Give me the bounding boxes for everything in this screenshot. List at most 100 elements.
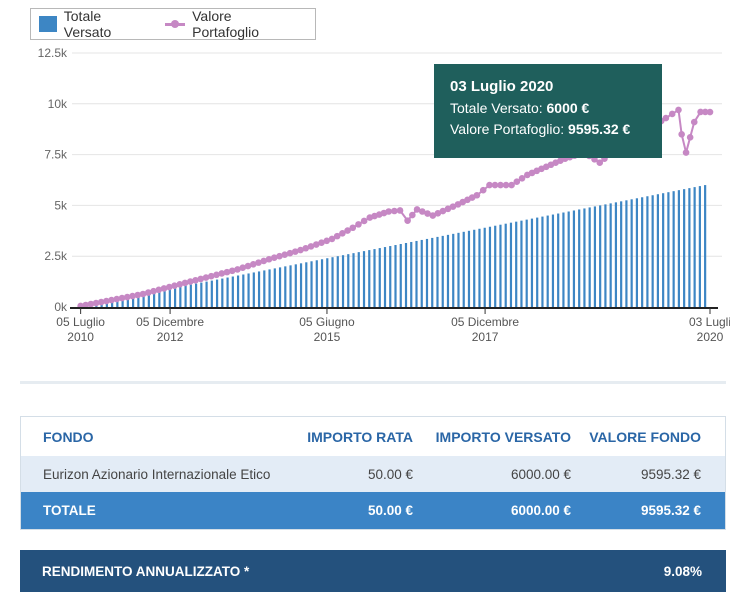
fund-table: FONDO IMPORTO RATA IMPORTO VERSATO VALOR… (20, 416, 726, 530)
point-valore-portafoglio (171, 282, 178, 289)
bar-totale-versato (226, 277, 229, 307)
bar-totale-versato (504, 223, 507, 307)
tooltip-valore-line: Valore Portafoglio: 9595.32 € (450, 119, 646, 140)
tooltip-versato-line: Totale Versato: 6000 € (450, 98, 646, 119)
bar-totale-versato (184, 285, 187, 307)
bar-totale-versato (305, 262, 308, 307)
point-valore-portafoglio (108, 296, 115, 304)
bar-totale-versato (446, 234, 450, 307)
bar-totale-versato (257, 271, 261, 307)
bar-totale-versato (509, 222, 513, 307)
bar-totale-versato (651, 195, 654, 307)
x-tick-year-label: 2015 (314, 330, 341, 344)
bar-totale-versato (683, 189, 686, 307)
x-tick-label: 03 Lugli (689, 315, 730, 329)
bar-totale-versato (341, 255, 345, 307)
bar-totale-versato (593, 206, 597, 307)
point-valore-portafoglio (486, 181, 493, 189)
bar-totale-versato (677, 190, 680, 307)
point-valore-portafoglio (92, 299, 100, 307)
point-valore-portafoglio (344, 227, 351, 234)
line-swatch-icon (165, 19, 186, 28)
bar-totale-versato (289, 265, 292, 307)
bar-totale-versato (641, 197, 644, 307)
point-valore-portafoglio (202, 274, 210, 281)
point-valore-portafoglio (706, 108, 714, 116)
bar-totale-versato (630, 199, 633, 307)
point-valore-portafoglio (281, 251, 289, 258)
legend-item-valore-portafoglio[interactable]: Valore Portafoglio (165, 8, 301, 40)
bar-totale-versato (383, 247, 387, 307)
bar-totale-versato (546, 215, 549, 307)
point-valore-portafoglio (192, 276, 199, 284)
point-valore-portafoglio (186, 278, 194, 285)
bar-totale-versato (320, 259, 324, 307)
bar-totale-versato (431, 237, 434, 307)
bar-totale-versato (478, 228, 481, 307)
bar-totale-versato (242, 274, 245, 307)
bar-totale-versato (399, 244, 402, 307)
cell-fund-name: Eurizon Azionario Internazionale Etico (43, 466, 271, 482)
bar-totale-versato (221, 278, 224, 307)
point-valore-portafoglio (118, 294, 126, 302)
x-tick-label: 05 Giugno (299, 315, 355, 329)
point-valore-portafoglio (497, 181, 504, 189)
point-valore-portafoglio (413, 206, 421, 213)
bar-totale-versato (672, 191, 675, 307)
bar-totale-versato (132, 295, 135, 307)
bar-totale-versato (378, 248, 381, 307)
bar-totale-versato (599, 205, 602, 307)
bar-totale-versato (111, 299, 114, 307)
point-valore-portafoglio (103, 297, 110, 305)
chart-legend: Totale Versato Valore Portafoglio (30, 8, 316, 40)
bar-totale-versato (420, 239, 423, 307)
point-valore-portafoglio (207, 272, 215, 280)
point-valore-portafoglio (318, 239, 325, 246)
bar-totale-versato (515, 221, 518, 307)
bar-totale-versato (331, 257, 334, 307)
bar-totale-versato (530, 218, 534, 307)
bar-totale-versato (541, 216, 544, 307)
bar-totale-versato (572, 210, 576, 307)
bar-totale-versato (425, 238, 429, 307)
x-tick-year-label: 2020 (697, 330, 724, 344)
bar-totale-versato (620, 201, 623, 307)
point-valore-portafoglio (239, 264, 247, 272)
bar-totale-versato (520, 220, 523, 307)
point-valore-portafoglio (234, 266, 241, 273)
bar-totale-versato (473, 229, 476, 307)
x-tick-year-label: 2012 (157, 330, 184, 344)
point-valore-portafoglio (265, 255, 273, 263)
legend-label-totale-versato: Totale Versato (63, 8, 112, 40)
y-tick-label: 12.5k (38, 46, 68, 60)
bar-totale-versato (667, 192, 670, 307)
bar-totale-versato (394, 245, 397, 307)
bar-totale-versato (467, 230, 471, 307)
x-tick-year-label: 2017 (472, 330, 499, 344)
tooltip-valore-value: 9595.32 € (568, 121, 631, 137)
point-valore-portafoglio (662, 114, 670, 122)
point-valore-portafoglio (682, 149, 690, 156)
tooltip-valore-label: Valore Portafoglio: (450, 121, 565, 137)
bar-totale-versato (326, 258, 329, 307)
bar-totale-versato (578, 209, 581, 307)
bar-totale-versato (389, 246, 392, 307)
bar-totale-versato (142, 293, 145, 307)
legend-item-totale-versato[interactable]: Totale Versato (39, 8, 151, 40)
bar-totale-versato (488, 226, 492, 307)
x-tick-label: 05 Luglio (56, 315, 105, 329)
point-valore-portafoglio (113, 295, 121, 303)
total-valore-fondo: 9595.32 € (640, 503, 701, 518)
total-importo-versato: 6000.00 € (510, 503, 571, 518)
bar-totale-versato (116, 298, 119, 307)
bar-totale-versato (368, 250, 371, 307)
bar-totale-versato (583, 208, 586, 307)
bar-totale-versato (121, 297, 124, 307)
point-valore-portafoglio (502, 181, 510, 189)
point-valore-portafoglio (123, 293, 131, 301)
bar-totale-versato (189, 284, 192, 307)
point-valore-portafoglio (213, 271, 220, 279)
point-valore-portafoglio (409, 211, 416, 219)
point-valore-portafoglio (150, 287, 157, 295)
